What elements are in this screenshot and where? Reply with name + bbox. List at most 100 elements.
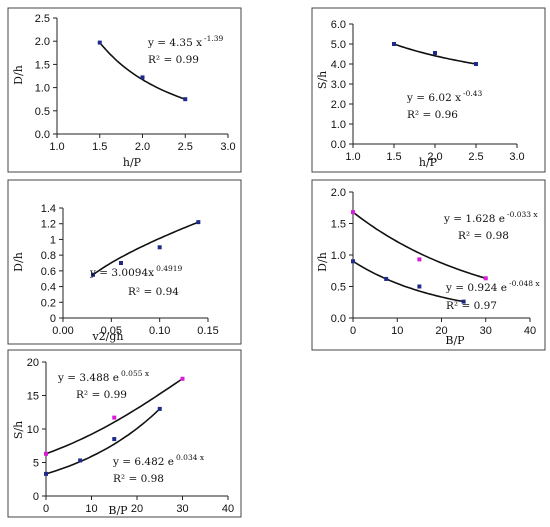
data-point xyxy=(180,376,185,381)
fit-equation: y = 6.482 e 0.034 x xyxy=(112,453,205,468)
data-point xyxy=(384,276,389,281)
y-axis-label: S/h xyxy=(12,421,25,439)
data-point xyxy=(90,272,95,277)
trend-line xyxy=(393,43,477,65)
fit-equation-exponent: 0.034 x xyxy=(176,453,205,462)
data-point xyxy=(351,210,355,215)
data-point xyxy=(392,42,396,46)
fit-equation-base: y = 6.482 e xyxy=(112,456,174,468)
x-axis-label: B/P xyxy=(445,334,465,347)
fit-equation-base: y = 1.628 e xyxy=(443,213,505,225)
fit-equation-base: y = 3.0094x xyxy=(89,267,154,279)
x-tick-label: 0.10 xyxy=(149,325,170,337)
fit-r-squared: R² = 0.98 xyxy=(113,473,164,485)
data-point xyxy=(112,437,117,442)
data-point xyxy=(119,261,123,265)
panel-frame xyxy=(311,179,546,351)
panel-frame xyxy=(7,349,242,518)
fit-equation-exponent: 0.4919 xyxy=(156,264,182,273)
trend-line xyxy=(45,408,161,475)
y-axis-label: S/h xyxy=(316,71,329,89)
fit-equation: y = 4.35 x -1.39 xyxy=(147,34,224,49)
fit-r-squared: R² = 0.99 xyxy=(76,389,127,401)
y-tick-label: 1.0 xyxy=(331,119,346,131)
y-tick-label: 6.0 xyxy=(331,19,346,31)
panel-frame xyxy=(311,7,546,173)
fit-equation-exponent: -0.048 x xyxy=(509,279,540,288)
x-tick-label: 30 xyxy=(480,325,492,337)
x-tick-label: 20 xyxy=(131,503,143,515)
y-tick-label: 1 xyxy=(50,234,56,246)
x-tick-label: 10 xyxy=(391,325,403,337)
y-tick-label: 2.0 xyxy=(35,36,50,48)
chart-panel-middle-left: 0.00 0.05 0.10 0.15 0 0.2 0.4 0.6 0.8 1 1.2 1.4 v2/g… xyxy=(12,203,219,343)
fit-equation: y = 6.02 x -0.43 xyxy=(406,89,483,104)
x-tick-label: 2.5 xyxy=(468,151,483,163)
data-point xyxy=(433,51,437,55)
y-tick-label: 0.5 xyxy=(35,106,50,118)
x-tick-label: 0 xyxy=(350,325,356,337)
y-tick-label: 0.0 xyxy=(35,129,50,141)
y-tick-label: 10 xyxy=(27,424,39,436)
data-point xyxy=(157,245,162,250)
y-tick-label: 1.0 xyxy=(331,250,346,262)
fit-equation-base: y = 0.924 e xyxy=(445,282,507,294)
data-point xyxy=(474,62,478,66)
y-axis-label: D/h xyxy=(12,252,25,272)
trend-line xyxy=(99,42,186,100)
y-tick-label: 1.2 xyxy=(41,219,56,231)
x-axis-label: h/P xyxy=(419,156,438,169)
y-tick-label: 0.2 xyxy=(41,297,56,309)
trend-line xyxy=(352,211,487,280)
fit-equation-base: y = 6.02 x xyxy=(406,92,461,104)
data-point xyxy=(112,415,117,420)
data-point xyxy=(44,451,48,456)
y-tick-label: 1.0 xyxy=(35,83,50,95)
y-axis-label: D/h xyxy=(12,65,25,85)
fit-equation-base: y = 4.35 x xyxy=(147,37,202,49)
fit-r-squared: R² = 0.94 xyxy=(128,286,179,298)
fit-equation-exponent: -0.43 xyxy=(463,89,482,98)
y-tick-label: 0.4 xyxy=(41,282,56,294)
fit-equation: y = 1.628 e -0.033 x xyxy=(443,210,538,225)
data-point xyxy=(483,276,488,281)
data-point xyxy=(461,299,466,304)
x-tick-label: 1.0 xyxy=(345,151,360,163)
y-tick-label: 0.6 xyxy=(41,266,56,278)
panel-frame xyxy=(7,179,242,345)
fit-equation: y = 3.488 e 0.055 x xyxy=(57,369,150,384)
x-tick-label: 0 xyxy=(43,503,49,515)
y-tick-label: 0.0 xyxy=(331,139,346,151)
data-point xyxy=(351,259,355,264)
x-tick-label: 10 xyxy=(85,503,97,515)
trend-line xyxy=(92,221,199,276)
data-point xyxy=(44,471,48,476)
y-tick-label: 1.4 xyxy=(41,203,56,215)
fit-r-squared: R² = 0.97 xyxy=(446,300,497,312)
x-axis-label: h/P xyxy=(123,156,142,169)
x-axis-label: v2/gh xyxy=(91,330,123,343)
y-axis-label: D/h xyxy=(316,252,329,272)
y-tick-label: 15 xyxy=(27,391,39,403)
fit-equation-exponent: -0.033 x xyxy=(507,210,538,219)
y-tick-label: 3.0 xyxy=(331,79,346,91)
x-tick-label: 0.00 xyxy=(52,325,73,337)
x-tick-label: 3.0 xyxy=(509,151,524,163)
data-point xyxy=(417,257,422,262)
chart-panel-middle-right: 0 10 20 30 40 0.0 0.5 1.0 1.5 2.0 B/P D/h y = 1.628 … xyxy=(316,187,540,347)
chart-panel-top-right: 1.0 1.5 2.0 2.5 3.00.01.02.03.04.05.06.0h/PS… xyxy=(316,19,525,169)
x-tick-label: 30 xyxy=(176,503,188,515)
y-tick-label: 2.5 xyxy=(35,13,50,25)
data-point xyxy=(140,75,145,80)
y-tick-label: 5 xyxy=(33,458,39,470)
trend-line xyxy=(45,378,183,455)
x-axis-label: B/P xyxy=(108,504,128,517)
data-point xyxy=(157,406,162,411)
x-tick-label: 0.15 xyxy=(197,325,218,337)
y-tick-label: 0.5 xyxy=(331,282,346,294)
data-point xyxy=(183,97,188,102)
y-tick-label: 0 xyxy=(50,313,56,325)
data-point xyxy=(78,458,83,463)
y-tick-label: 2.0 xyxy=(331,99,346,111)
